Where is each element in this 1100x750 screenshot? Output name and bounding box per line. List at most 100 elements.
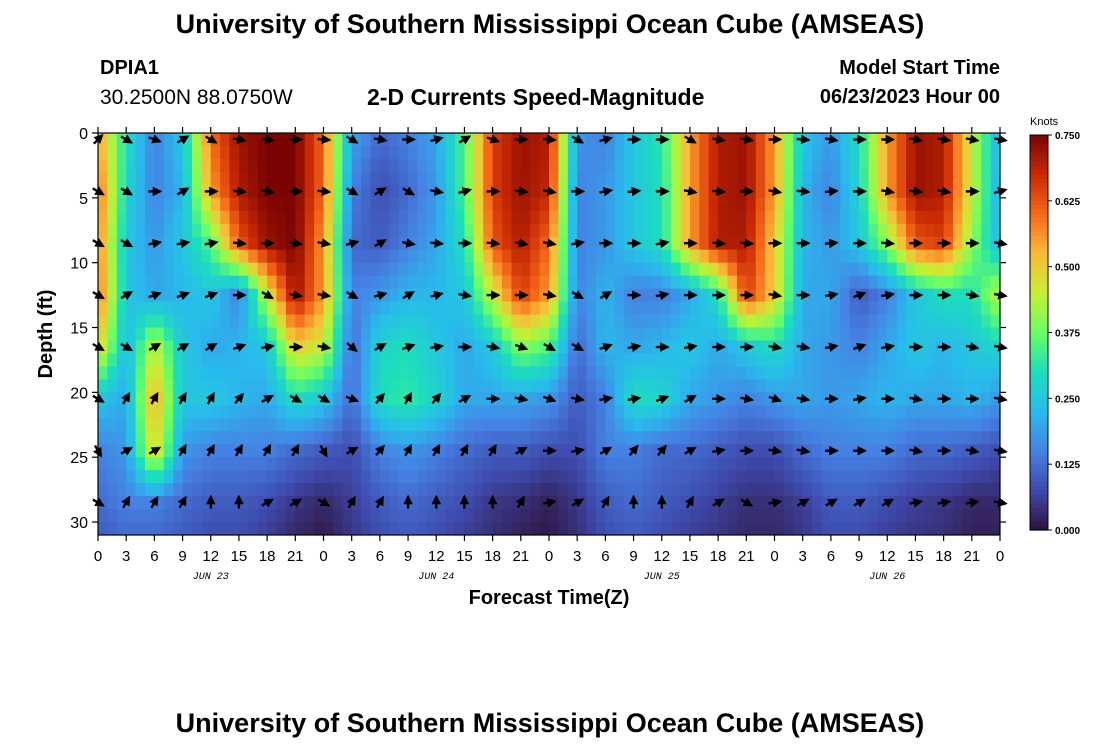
heatmap-cell — [408, 353, 419, 368]
heatmap-cell — [163, 145, 174, 160]
heatmap-cell — [661, 366, 672, 380]
current-arrow — [374, 342, 387, 352]
heatmap-cell — [144, 158, 155, 173]
heatmap-cell — [530, 223, 541, 238]
heatmap-cell — [680, 158, 691, 173]
heatmap-cell — [295, 483, 306, 497]
x-tick-label: 6 — [601, 548, 609, 565]
heatmap-cell — [802, 210, 813, 225]
heatmap-cell — [191, 184, 202, 199]
heatmap-cell — [182, 418, 193, 432]
heatmap-cell — [802, 483, 813, 497]
heatmap-cell — [821, 353, 832, 368]
heatmap-cell — [483, 470, 494, 484]
heatmap-cell — [877, 483, 888, 497]
heatmap-cell — [924, 249, 935, 264]
heatmap-cell — [483, 327, 494, 342]
heatmap-cell — [229, 418, 240, 432]
heatmap-cell — [398, 171, 409, 186]
x-tick-label: 6 — [827, 548, 835, 565]
heatmap-cell — [389, 431, 400, 445]
heatmap-cell — [332, 405, 343, 419]
heatmap-cell — [877, 353, 888, 368]
current-arrow — [149, 495, 159, 509]
heatmap-cell — [351, 197, 362, 212]
heatmap-cell — [830, 197, 841, 212]
heatmap-cell — [116, 210, 127, 225]
heatmap-cell — [830, 470, 841, 484]
heatmap-cell — [943, 366, 954, 380]
heatmap-cell — [605, 301, 616, 316]
heatmap-cell — [934, 197, 945, 212]
heatmap-cell — [473, 171, 484, 186]
colorbar-segment — [1030, 218, 1048, 224]
heatmap-cell — [285, 366, 296, 380]
heatmap-cell — [755, 262, 766, 277]
current-arrow — [796, 341, 811, 352]
heatmap-cell — [163, 210, 174, 225]
heatmap-cell — [107, 184, 118, 199]
heatmap-cell — [191, 405, 202, 419]
heatmap-cell — [755, 197, 766, 212]
heatmap-cell — [755, 133, 766, 147]
heatmap-cell — [736, 483, 747, 497]
heatmap-cell — [417, 288, 428, 303]
heatmap-cell — [379, 314, 390, 329]
heatmap-cell — [868, 470, 879, 484]
heatmap-cell — [445, 288, 456, 303]
heatmap-cell — [257, 223, 268, 238]
heatmap-cell — [370, 314, 381, 329]
heatmap-cell — [727, 262, 738, 277]
colorbar-segment — [1030, 512, 1048, 518]
heatmap-cell — [502, 444, 513, 458]
heatmap-cell — [633, 301, 644, 316]
heatmap-cell — [718, 275, 729, 290]
heatmap-cell — [323, 379, 334, 393]
heatmap-cell — [455, 171, 466, 186]
heatmap-cell — [408, 171, 419, 186]
heatmap-cell — [116, 444, 127, 458]
heatmap-cell — [417, 133, 428, 147]
heatmap-cell — [943, 405, 954, 419]
heatmap-cell — [436, 366, 447, 380]
heatmap-cell — [577, 210, 588, 225]
heatmap-cell — [257, 145, 268, 160]
heatmap-cell — [182, 379, 193, 393]
heatmap-cell — [830, 483, 841, 497]
heatmap-cell — [624, 171, 635, 186]
heatmap-cell — [220, 327, 231, 342]
heatmap-cell — [746, 405, 757, 419]
current-arrow — [514, 238, 529, 248]
heatmap-cell — [426, 275, 437, 290]
heatmap-cell — [107, 158, 118, 173]
heatmap-cell — [877, 171, 888, 186]
heatmap-cell — [285, 158, 296, 173]
heatmap-cell — [689, 366, 700, 380]
heatmap-cell — [642, 509, 653, 523]
heatmap-cell — [821, 197, 832, 212]
heatmap-cell — [586, 340, 597, 355]
heatmap-cell — [220, 470, 231, 484]
heatmap-cell — [755, 171, 766, 186]
heatmap-cell — [595, 483, 606, 497]
heatmap-cell — [464, 301, 475, 316]
heatmap-cell — [191, 197, 202, 212]
heatmap-cell — [116, 366, 127, 380]
heatmap-cell — [210, 171, 221, 186]
heatmap-cell — [671, 379, 682, 393]
heatmap-cell — [793, 249, 804, 264]
heatmap-cell — [389, 301, 400, 316]
heatmap-cell — [163, 327, 174, 342]
heatmap-cell — [389, 145, 400, 160]
heatmap-cell — [746, 197, 757, 212]
heatmap-cell — [915, 405, 926, 419]
heatmap-cell — [793, 327, 804, 342]
heatmap-cell — [849, 327, 860, 342]
heatmap-cell — [98, 418, 108, 432]
heatmap-cell — [210, 197, 221, 212]
heatmap-cell — [642, 522, 653, 535]
heatmap-cell — [633, 431, 644, 445]
heatmap-cell — [530, 470, 541, 484]
heatmap-cell — [182, 496, 193, 510]
heatmap-cell — [445, 184, 456, 199]
